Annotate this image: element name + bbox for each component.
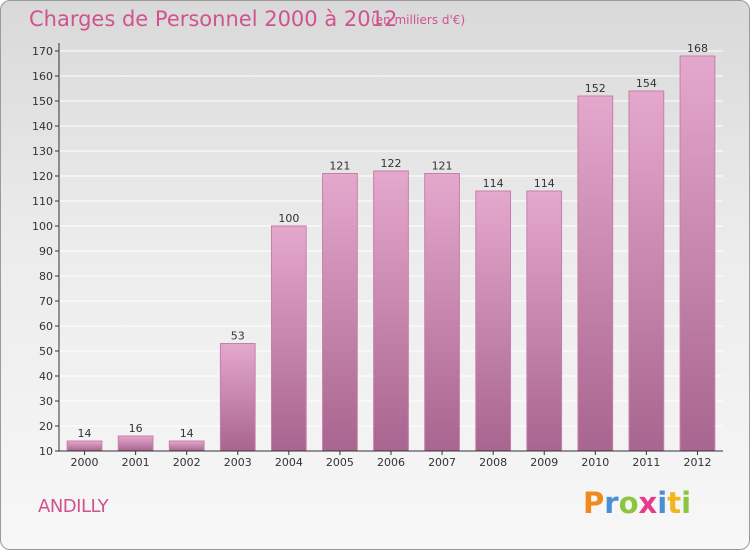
bar xyxy=(628,90,665,452)
y-tick-label: 170 xyxy=(32,45,53,58)
y-tick-label: 70 xyxy=(39,295,53,308)
y-tick-label: 50 xyxy=(39,345,53,358)
town-name: ANDILLY xyxy=(38,496,109,517)
bar-value-label: 122 xyxy=(381,157,402,170)
y-tick-label: 10 xyxy=(39,445,53,458)
x-tick-label: 2006 xyxy=(377,456,405,469)
bar-value-label: 114 xyxy=(534,177,555,190)
x-tick-label: 2001 xyxy=(122,456,150,469)
x-tick-label: 2010 xyxy=(581,456,609,469)
bar-value-label: 100 xyxy=(278,212,299,225)
bar-value-label: 121 xyxy=(432,160,453,173)
bar xyxy=(373,170,409,452)
y-tick-label: 40 xyxy=(39,370,53,383)
bar-value-label: 16 xyxy=(129,422,143,435)
bar xyxy=(66,440,103,452)
bar xyxy=(475,190,512,452)
x-tick-label: 2009 xyxy=(530,456,558,469)
bar-value-label: 53 xyxy=(231,330,245,343)
logo-letter: i xyxy=(681,486,692,520)
x-tick-label: 2000 xyxy=(71,456,99,469)
logo-letter: t xyxy=(667,486,682,520)
y-tick-label: 150 xyxy=(32,95,53,108)
bar-value-label: 121 xyxy=(329,160,350,173)
y-tick-label: 100 xyxy=(32,220,53,233)
x-tick-label: 2011 xyxy=(632,456,660,469)
y-tick-label: 120 xyxy=(32,170,53,183)
bar-value-label: 14 xyxy=(180,427,194,440)
bar xyxy=(270,225,307,452)
bar xyxy=(679,55,716,452)
y-tick-label: 160 xyxy=(32,70,53,83)
bar xyxy=(117,435,154,452)
y-tick-label: 30 xyxy=(39,395,53,408)
bar-value-label: 168 xyxy=(687,42,708,55)
bar-value-label: 114 xyxy=(483,177,504,190)
y-tick-label: 140 xyxy=(32,120,53,133)
x-tick-label: 2002 xyxy=(173,456,201,469)
bar xyxy=(322,173,358,452)
logo-letter: o xyxy=(618,486,639,520)
bar-value-label: 154 xyxy=(636,77,657,90)
chart-title: Charges de Personnel 2000 à 2012 xyxy=(29,7,398,31)
y-tick-label: 130 xyxy=(32,145,53,158)
logo-letter: i xyxy=(657,486,668,520)
logo-letter: P xyxy=(583,486,605,520)
bar xyxy=(577,95,614,452)
chart-subtitle: (en milliers d'€) xyxy=(371,13,466,27)
x-tick-label: 2007 xyxy=(428,456,456,469)
y-tick-label: 80 xyxy=(39,270,53,283)
x-tick-label: 2003 xyxy=(224,456,252,469)
y-tick-label: 60 xyxy=(39,320,53,333)
x-tick-label: 2005 xyxy=(326,456,354,469)
bar xyxy=(168,440,205,452)
x-tick-label: 2012 xyxy=(683,456,711,469)
y-tick-label: 20 xyxy=(39,420,53,433)
x-tick-label: 2008 xyxy=(479,456,507,469)
logo-letter: x xyxy=(638,486,658,520)
bar xyxy=(424,173,460,452)
bar xyxy=(219,343,256,452)
y-tick-label: 90 xyxy=(39,245,53,258)
bar-value-label: 14 xyxy=(78,427,92,440)
bar-value-label: 152 xyxy=(585,82,606,95)
logo-letter: r xyxy=(604,486,619,520)
bar xyxy=(526,190,563,452)
x-tick-label: 2004 xyxy=(275,456,303,469)
proxiti-logo: Proxiti xyxy=(583,486,691,520)
y-tick-label: 110 xyxy=(32,195,53,208)
